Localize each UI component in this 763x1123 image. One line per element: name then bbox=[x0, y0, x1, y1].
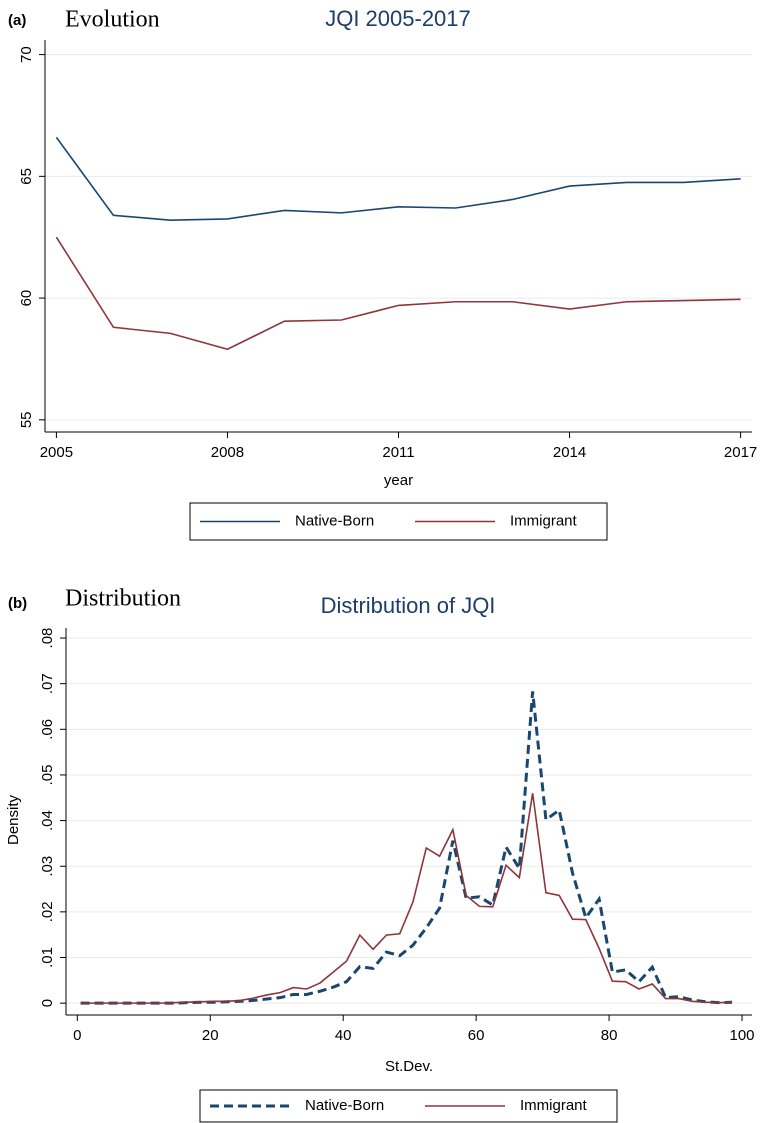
y-tick-label: 55 bbox=[18, 411, 35, 428]
y-tick-label: 70 bbox=[18, 46, 35, 63]
y-tick-label: .03 bbox=[39, 856, 56, 877]
y-tick-label: .07 bbox=[39, 673, 56, 694]
panel-title: Evolution bbox=[65, 7, 160, 33]
y-tick-label: .01 bbox=[39, 947, 56, 968]
panel-title: Distribution bbox=[65, 586, 181, 612]
x-tick-label: 2014 bbox=[553, 444, 586, 461]
series-line bbox=[80, 793, 733, 1004]
y-axis-label: Density bbox=[5, 794, 22, 845]
legend-label: Immigrant bbox=[510, 512, 578, 529]
y-tick-label: 0 bbox=[39, 999, 56, 1007]
x-axis-label: year bbox=[384, 472, 413, 489]
x-tick-label: 2017 bbox=[724, 444, 757, 461]
panel-label: (a) bbox=[8, 12, 26, 29]
y-tick-label: 60 bbox=[18, 290, 35, 307]
x-tick-label: 40 bbox=[335, 1027, 352, 1044]
y-tick-label: .04 bbox=[39, 810, 56, 831]
legend-label: Native-Born bbox=[295, 512, 374, 529]
y-tick-label: 65 bbox=[18, 168, 35, 185]
x-tick-label: 20 bbox=[202, 1027, 219, 1044]
x-tick-label: 100 bbox=[730, 1027, 755, 1044]
chart-title: JQI 2005-2017 bbox=[325, 6, 471, 31]
x-tick-label: 60 bbox=[468, 1027, 485, 1044]
x-tick-label: 2008 bbox=[211, 444, 244, 461]
legend-label: Native-Born bbox=[305, 1097, 384, 1114]
y-tick-label: .05 bbox=[39, 765, 56, 786]
x-axis-label: St.Dev. bbox=[385, 1058, 433, 1075]
legend-label: Immigrant bbox=[520, 1097, 588, 1114]
series-line bbox=[55, 136, 741, 221]
x-tick-label: 0 bbox=[73, 1027, 81, 1044]
x-tick-label: 2011 bbox=[382, 444, 414, 461]
x-tick-label: 2005 bbox=[40, 444, 73, 461]
chart-title: Distribution of JQI bbox=[321, 593, 496, 618]
y-tick-label: .06 bbox=[39, 719, 56, 740]
panel-label: (b) bbox=[8, 595, 27, 612]
series-line bbox=[80, 691, 733, 1005]
series-line bbox=[55, 236, 741, 351]
x-tick-label: 80 bbox=[601, 1027, 618, 1044]
y-tick-label: .08 bbox=[39, 628, 56, 649]
y-tick-label: .02 bbox=[39, 901, 56, 922]
